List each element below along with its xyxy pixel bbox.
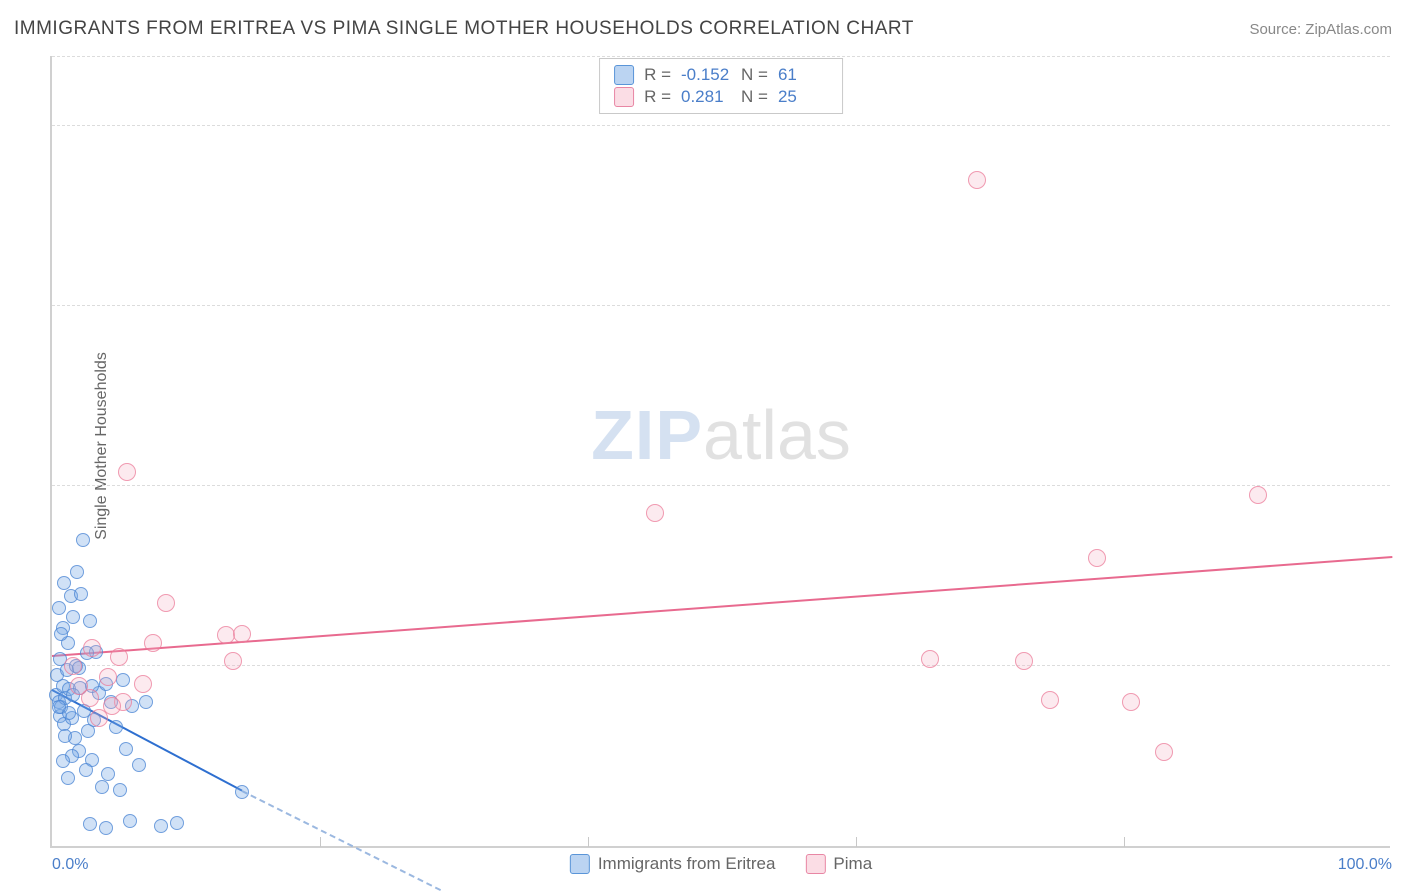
data-point	[54, 627, 68, 641]
x-tick-label: 100.0%	[1338, 856, 1392, 874]
data-point	[109, 720, 123, 734]
chart-header: IMMIGRANTS FROM ERITREA VS PIMA SINGLE M…	[14, 18, 1392, 40]
data-point	[134, 675, 152, 693]
watermark: ZIPatlas	[591, 395, 851, 475]
data-point	[95, 780, 109, 794]
data-point	[1015, 652, 1033, 670]
legend: Immigrants from Eritrea Pima	[570, 854, 872, 874]
data-point	[66, 610, 80, 624]
data-point	[921, 650, 939, 668]
x-tick	[320, 837, 321, 847]
data-point	[170, 816, 184, 830]
data-point	[81, 689, 99, 707]
gridline	[52, 665, 1390, 666]
data-point	[1155, 743, 1173, 761]
swatch-icon	[570, 854, 590, 874]
scatter-plot: ZIPatlas R = -0.152 N = 61 R = 0.281 N =…	[50, 56, 1390, 848]
data-point	[113, 783, 127, 797]
data-point	[154, 819, 168, 833]
stats-row-series2: R = 0.281 N = 25	[614, 86, 828, 108]
data-point	[74, 587, 88, 601]
data-point	[233, 625, 251, 643]
data-point	[224, 652, 242, 670]
source-label: Source: ZipAtlas.com	[1249, 21, 1392, 38]
data-point	[132, 758, 146, 772]
data-point	[57, 576, 71, 590]
x-tick	[588, 837, 589, 847]
watermark-atlas: atlas	[703, 396, 851, 474]
stats-legend: R = -0.152 N = 61 R = 0.281 N = 25	[599, 58, 843, 114]
data-point	[157, 594, 175, 612]
data-point	[83, 614, 97, 628]
data-point	[64, 657, 82, 675]
data-point	[52, 601, 66, 615]
watermark-zip: ZIP	[591, 396, 703, 474]
legend-label: Immigrants from Eritrea	[598, 854, 776, 874]
y-tick-label: 10.0%	[1397, 657, 1406, 675]
trend-line	[52, 556, 1392, 657]
data-point	[110, 648, 128, 666]
gridline	[52, 125, 1390, 126]
data-point	[56, 754, 70, 768]
data-point	[123, 814, 137, 828]
y-tick-label: 30.0%	[1397, 297, 1406, 315]
x-tick	[856, 837, 857, 847]
stats-row-series1: R = -0.152 N = 61	[614, 64, 828, 86]
legend-label: Pima	[833, 854, 872, 874]
stat-n-label: N =	[741, 65, 768, 85]
x-tick-label: 0.0%	[52, 856, 88, 874]
data-point	[79, 763, 93, 777]
swatch-icon	[614, 65, 634, 85]
chart-title: IMMIGRANTS FROM ERITREA VS PIMA SINGLE M…	[14, 18, 914, 40]
gridline	[52, 485, 1390, 486]
data-point	[70, 565, 84, 579]
data-point	[58, 729, 72, 743]
stat-n-label: N =	[741, 87, 768, 107]
x-tick	[1124, 837, 1125, 847]
legend-item-series2: Pima	[805, 854, 872, 874]
data-point	[99, 668, 117, 686]
data-point	[118, 463, 136, 481]
swatch-icon	[805, 854, 825, 874]
data-point	[646, 504, 664, 522]
data-point	[83, 817, 97, 831]
gridline	[52, 305, 1390, 306]
data-point	[144, 634, 162, 652]
legend-item-series1: Immigrants from Eritrea	[570, 854, 776, 874]
data-point	[99, 821, 113, 835]
data-point	[1249, 486, 1267, 504]
y-tick-label: 20.0%	[1397, 477, 1406, 495]
data-point	[116, 673, 130, 687]
data-point	[52, 700, 66, 714]
stat-r-label: R =	[644, 87, 671, 107]
stat-r-value: -0.152	[681, 65, 731, 85]
data-point	[968, 171, 986, 189]
stat-n-value: 25	[778, 87, 828, 107]
trend-line	[242, 790, 441, 891]
data-point	[61, 771, 75, 785]
stat-r-value: 0.281	[681, 87, 731, 107]
data-point	[103, 697, 121, 715]
data-point	[119, 742, 133, 756]
data-point	[1041, 691, 1059, 709]
stat-r-label: R =	[644, 65, 671, 85]
data-point	[1122, 693, 1140, 711]
data-point	[83, 639, 101, 657]
data-point	[76, 533, 90, 547]
stat-n-value: 61	[778, 65, 828, 85]
data-point	[1088, 549, 1106, 567]
gridline	[52, 56, 1390, 57]
data-point	[139, 695, 153, 709]
y-tick-label: 40.0%	[1397, 117, 1406, 135]
swatch-icon	[614, 87, 634, 107]
data-point	[235, 785, 249, 799]
